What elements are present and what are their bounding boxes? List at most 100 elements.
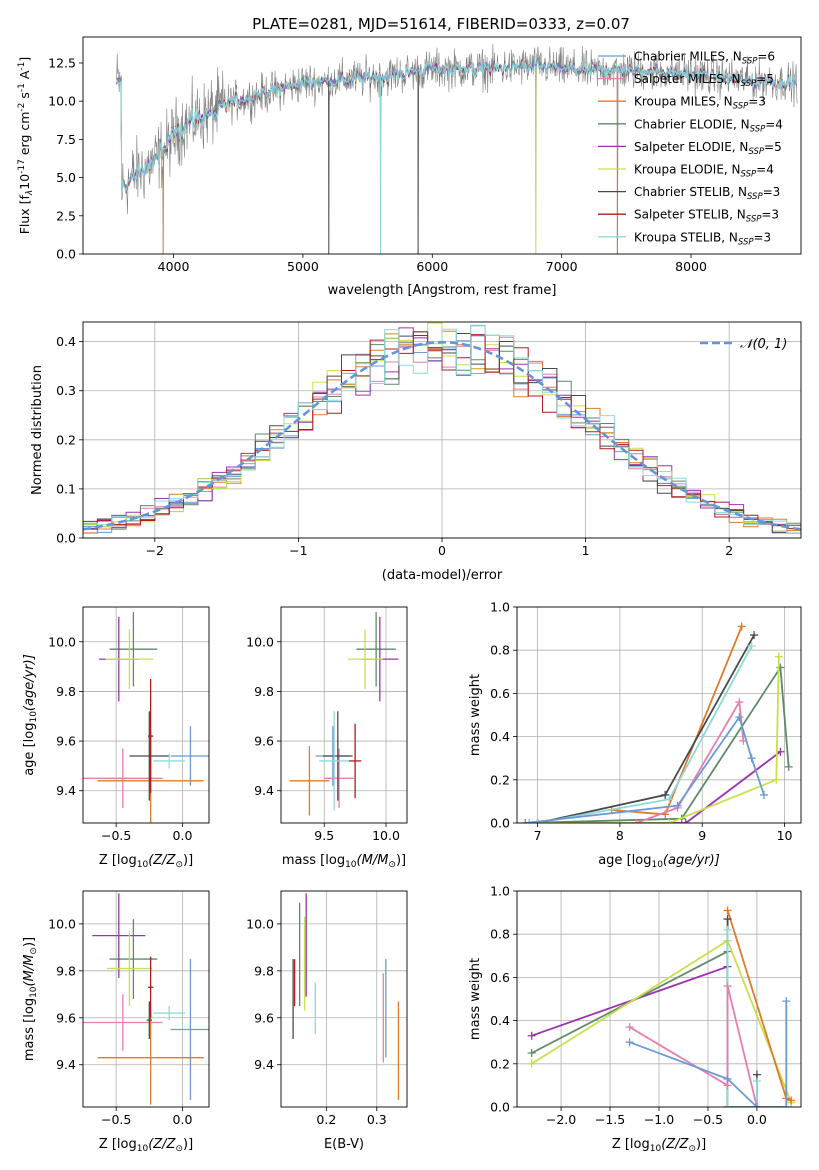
y-tick-label: 0.4 xyxy=(490,729,510,744)
axes-frame xyxy=(516,606,802,824)
plot-area xyxy=(116,43,798,254)
legend-label: Chabrier STELIB, NSSP=3 xyxy=(634,185,780,202)
plus-marker xyxy=(747,754,756,763)
y-axis-label: Normed distribution xyxy=(30,365,45,495)
y-tick-label: 0.1 xyxy=(56,481,76,496)
mass-weight-line xyxy=(537,634,755,823)
errorbar-point xyxy=(153,1006,186,1021)
errorbar-point xyxy=(147,956,154,1018)
x-tick-label: −0.5 xyxy=(101,828,131,843)
x-tick-label: 0.0 xyxy=(173,828,193,843)
y-tick-label: 0.6 xyxy=(490,970,510,985)
axes-frame xyxy=(82,606,210,824)
spectrum-model-line xyxy=(116,57,798,194)
errorbar-point xyxy=(289,746,330,816)
errorbar-point xyxy=(97,1010,204,1105)
plus-marker xyxy=(527,1049,536,1057)
y-tick-label: 9.8 xyxy=(254,684,274,699)
plus-marker xyxy=(723,925,732,934)
y-tick-label: 10.0 xyxy=(48,916,76,931)
errorbar-point xyxy=(105,629,154,689)
plus-marker xyxy=(625,1038,634,1047)
plus-marker xyxy=(723,906,732,915)
plus-marker xyxy=(665,819,674,823)
plus-marker xyxy=(759,790,768,799)
legend-label: 𝒩(0, 1) xyxy=(740,337,787,352)
y-tick-label: 0.4 xyxy=(56,334,76,349)
y-tick-label: 9.4 xyxy=(56,1057,76,1072)
x-axis-label: (data-model)/error xyxy=(382,568,503,583)
errorbar-point xyxy=(323,711,353,801)
y-axis-label: age [log10(age/yr)] xyxy=(22,654,39,776)
y-tick-label: 0.6 xyxy=(490,686,510,701)
errorbar-point xyxy=(319,711,349,811)
y-axis-label: mass weight xyxy=(468,958,483,1040)
x-axis-label: Z [log10(Z/Z⊙)] xyxy=(99,1137,193,1154)
x-axis-label: E(B-V) xyxy=(324,1137,364,1152)
x-tick-label: 0.2 xyxy=(316,1112,336,1127)
y-tick-label: 0.3 xyxy=(56,383,76,398)
y-tick-label: 0.8 xyxy=(490,927,510,942)
legend-label: Kroupa MILES, NSSP=3 xyxy=(634,95,766,112)
x-axis-label: Z [log10(Z/Z⊙)] xyxy=(612,1137,706,1154)
y-tick-label: 0.2 xyxy=(490,772,510,787)
panel-residuals: −2 −1 0 1 2 0.0 0.1 0.2 0.3 0.4 (data-model)/error… xyxy=(30,321,802,583)
plus-marker xyxy=(752,1103,761,1107)
y-axis-label: mass weight xyxy=(468,674,483,756)
errorbar-point xyxy=(146,1001,152,1039)
plot-area xyxy=(83,322,801,534)
plus-marker xyxy=(533,819,542,823)
legend-label: Kroupa ELODIE, NSSP=4 xyxy=(634,163,774,180)
plus-marker xyxy=(784,762,793,771)
plus-marker xyxy=(527,1031,536,1040)
x-axis-label: mass [log10(M/M⊙)] xyxy=(282,853,406,870)
x-tick-label: −1 xyxy=(289,543,307,558)
x-tick-label: 8 xyxy=(616,828,624,843)
plus-marker xyxy=(525,819,534,823)
plus-marker xyxy=(735,698,744,707)
y-tick-label: 7.5 xyxy=(56,132,76,147)
y-tick-label: 0.2 xyxy=(490,1056,510,1071)
x-tick-label: 5000 xyxy=(287,259,319,274)
axes-frame xyxy=(82,36,802,255)
plus-marker xyxy=(782,997,791,1006)
plot-area xyxy=(289,611,399,816)
errorbar-point xyxy=(109,919,158,999)
y-tick-label: 2.5 xyxy=(56,208,76,223)
panel-mass-vs-ebv: 0.2 0.3 9.4 9.6 9.8 10.0 E(B-V) xyxy=(246,890,408,1152)
y-tick-label: 9.6 xyxy=(254,734,274,749)
x-tick-label: 7000 xyxy=(546,259,578,274)
plus-marker xyxy=(661,790,670,799)
gaussian-reference-curve xyxy=(83,340,801,531)
plus-marker xyxy=(521,819,530,823)
legend-label: Chabrier ELODIE, NSSP=4 xyxy=(634,117,783,134)
plus-marker xyxy=(787,1096,796,1105)
legend-label: Salpeter ELODIE, NSSP=5 xyxy=(634,140,782,157)
x-tick-label: 9 xyxy=(698,828,706,843)
x-tick-label: 7 xyxy=(534,828,542,843)
plus-marker xyxy=(681,819,690,823)
y-tick-label: 9.8 xyxy=(56,684,76,699)
axes-frame xyxy=(82,890,210,1108)
x-tick-label: 0.0 xyxy=(173,1112,193,1127)
errorbar-point xyxy=(106,930,152,1007)
mass-weight-line xyxy=(529,656,780,823)
y-tick-label: 9.4 xyxy=(254,1057,274,1072)
y-tick-label: 0.4 xyxy=(490,1013,510,1028)
plus-marker xyxy=(772,775,781,784)
x-tick-label: 4000 xyxy=(158,259,190,274)
errorbar-point xyxy=(153,753,186,769)
y-tick-label: 0.0 xyxy=(56,247,76,262)
errorbar-point xyxy=(356,611,396,687)
y-tick-label: 0.0 xyxy=(490,816,510,831)
plus-marker xyxy=(527,1059,536,1068)
plus-marker xyxy=(632,819,641,823)
plus-marker xyxy=(723,1074,732,1083)
mass-weight-line xyxy=(529,750,781,823)
errorbar-point xyxy=(170,726,209,786)
x-tick-label: −2.0 xyxy=(546,1112,576,1127)
legend-label: Chabrier MILES, NSSP=6 xyxy=(634,50,775,67)
x-tick-label: 9.5 xyxy=(314,828,334,843)
y-tick-label: 9.6 xyxy=(56,734,76,749)
x-tick-label: 8000 xyxy=(675,259,707,274)
